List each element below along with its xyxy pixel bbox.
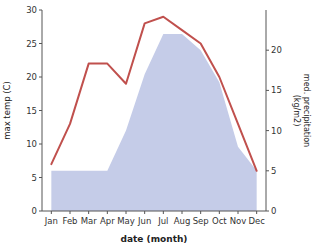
x-tick-label: Jun [137, 216, 151, 226]
x-tick [200, 211, 201, 214]
y-tick-label: 20 [26, 72, 37, 82]
y2-tick-label: 15 [271, 85, 282, 95]
x-tick [88, 211, 89, 214]
y-tick [39, 43, 42, 44]
x-tick-label: Feb [62, 216, 77, 226]
x-tick [219, 211, 220, 214]
x-tick [256, 211, 257, 214]
x-tick-label: Jul [157, 216, 168, 226]
y-tick-label: 25 [26, 39, 37, 49]
x-tick-label: Sep [193, 216, 209, 226]
y-tick [39, 77, 42, 78]
x-tick-label: Dec [248, 216, 265, 226]
y-tick [39, 177, 42, 178]
x-tick-label: Mar [81, 216, 98, 226]
x-axis-label: date (month) [121, 234, 188, 244]
y2-tick [266, 170, 269, 171]
y2-tick [266, 50, 269, 51]
y2-axis-line [266, 10, 267, 211]
precipitation-area [51, 34, 256, 211]
x-tick [238, 211, 239, 214]
x-tick [182, 211, 183, 214]
y2-tick [266, 211, 269, 212]
y-tick [39, 110, 42, 111]
x-axis-line [42, 211, 266, 212]
x-tick [126, 211, 127, 214]
plot-area [51, 17, 256, 211]
y-tick-label: 10 [26, 139, 37, 149]
y2-tick-label: 20 [271, 45, 282, 55]
chart: Jan Feb MarAprMayJun Jul AugSepOctNovDec date… [0, 0, 318, 247]
y-tick [39, 211, 42, 212]
y-tick [39, 144, 42, 145]
y-tick-label: 15 [26, 106, 37, 116]
x-tick [163, 211, 164, 214]
y2-tick-label: 0 [271, 206, 276, 216]
y-tick-label: 30 [26, 5, 37, 15]
x-tick [51, 211, 52, 214]
x-tick [107, 211, 108, 214]
x-tick [144, 211, 145, 214]
y2-tick-label: 10 [271, 126, 282, 136]
y2-tick [266, 130, 269, 131]
x-tick-label: Nov [230, 216, 247, 226]
temperature-line [51, 17, 256, 171]
y-tick-label: 5 [32, 173, 37, 183]
y-tick-label: 0 [32, 206, 37, 216]
y2-tick-label: 5 [271, 166, 276, 176]
y2-tick [266, 90, 269, 91]
x-tick-label: Oct [212, 216, 227, 226]
x-tick [70, 211, 71, 214]
x-tick-label: May [117, 216, 135, 226]
x-tick-label: Apr [100, 216, 115, 226]
x-tick-label: Aug [174, 216, 191, 226]
y-axis-label: max temp (C) [2, 81, 12, 140]
x-tick-label: Jan [44, 216, 58, 226]
y2-axis-label: med. precipitation(kg/m2) [292, 74, 311, 147]
y-tick [39, 10, 42, 11]
